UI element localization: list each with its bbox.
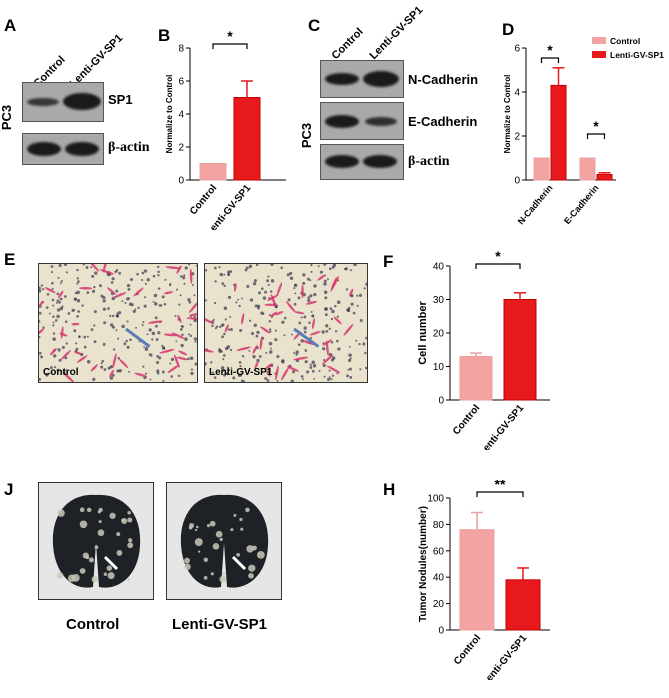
bar-control xyxy=(199,163,227,181)
significance-e-cadherin-label: * xyxy=(593,118,599,134)
y-tick-label: 20 xyxy=(433,329,445,340)
micrograph-label-lenti: Lenti-GV-SP1 xyxy=(209,367,273,378)
legend-label: Lenti-GV-SP1 xyxy=(610,50,664,60)
bar-e-cadherin-control xyxy=(579,157,596,181)
panel-label-h: H xyxy=(383,480,396,499)
panel-label-d: D xyxy=(502,20,515,39)
x-tick-label: N-Cadherin xyxy=(516,183,555,227)
bar-control xyxy=(459,529,495,631)
y-tick-label: 10 xyxy=(433,362,445,373)
y-axis-label: Normalize to Control xyxy=(503,75,512,154)
bar-lenti xyxy=(505,579,541,631)
chart-d: 0 2 4 6 Normalize to Control N-Cadherin * E-Cad… xyxy=(503,36,664,227)
y-tick-label: 2 xyxy=(514,132,520,143)
bar-n-cadherin-lenti xyxy=(550,84,567,181)
panel-label-c: C xyxy=(308,16,321,35)
bar-lenti xyxy=(233,97,261,181)
y-tick-label: 6 xyxy=(514,44,520,55)
lung-photo-lenti xyxy=(166,482,282,600)
arrow-icon xyxy=(103,555,119,571)
significance-bracket xyxy=(475,263,521,269)
y-tick-label: 2 xyxy=(178,143,184,154)
significance-bracket xyxy=(212,43,248,49)
blot-ecadherin xyxy=(320,102,404,140)
panel-label-a: A xyxy=(4,16,17,35)
micrograph-control: Control xyxy=(38,263,198,383)
y-tick-label: 0 xyxy=(514,176,520,187)
lung-photo-control xyxy=(38,482,154,600)
band-label-actin-a: β-actin xyxy=(108,140,150,155)
bar-lenti xyxy=(503,299,537,401)
y-tick-label: 40 xyxy=(433,573,445,584)
panel-label-b: B xyxy=(158,26,171,45)
y-tick-label: 100 xyxy=(427,494,444,505)
blot-sp1 xyxy=(22,82,104,122)
bar-control xyxy=(459,355,493,401)
y-tick-label: 30 xyxy=(433,295,445,306)
lung-shape xyxy=(52,494,141,588)
significance-label: ** xyxy=(495,480,506,492)
y-tick-label: 0 xyxy=(438,626,444,637)
arrow-icon xyxy=(125,327,151,348)
y-tick-label: 40 xyxy=(433,262,445,273)
cell-line-label-c: PC3 xyxy=(299,122,315,149)
significance-e-cadherin-bracket xyxy=(586,133,606,139)
y-axis-label: Cell number xyxy=(417,301,429,365)
lane-label-control-c: Control xyxy=(329,25,366,62)
band-label-ecadherin: E-Cadherin xyxy=(408,114,478,129)
significance-n-cadherin-label: * xyxy=(547,42,553,58)
lung-shape xyxy=(180,494,269,588)
x-tick-label: Control xyxy=(188,183,219,217)
lane-label-lenti-c: Lenti-GV-SP1 xyxy=(367,4,426,62)
blot-actin-a xyxy=(22,133,104,165)
arrow-icon xyxy=(231,555,247,571)
y-tick-label: 4 xyxy=(178,110,184,121)
band-label-ncadherin: N-Cadherin xyxy=(408,72,479,87)
micrograph-lenti: Lenti-GV-SP1 xyxy=(204,263,368,383)
x-tick-label: Control xyxy=(451,403,482,437)
band-label-actin-c: β-actin xyxy=(408,154,450,169)
lung-label-control: Control xyxy=(66,616,120,633)
significance-label: * xyxy=(495,250,501,264)
significance-bracket xyxy=(476,491,524,497)
arrow-icon xyxy=(293,327,320,348)
cell-line-label-a: PC3 xyxy=(0,104,15,131)
panel-label-j: J xyxy=(4,480,14,499)
lung-label-lenti: Lenti-GV-SP1 xyxy=(172,616,268,633)
panel-label-e: E xyxy=(4,250,16,269)
legend-label: Control xyxy=(610,36,640,46)
y-tick-label: 60 xyxy=(433,546,445,557)
y-tick-label: 80 xyxy=(433,520,445,531)
y-axis-label: Tumor Nodules(number) xyxy=(418,506,429,622)
bar-n-cadherin-control xyxy=(533,157,550,181)
bar-e-cadherin-lenti xyxy=(596,174,613,181)
y-tick-label: 4 xyxy=(514,88,520,99)
x-tick-label: Control xyxy=(452,633,483,667)
x-tick-label: Lenti-GV-SP1 xyxy=(480,633,529,680)
y-axis-label: Normalize to Control xyxy=(165,75,174,154)
significance-label: * xyxy=(227,30,233,44)
x-tick-label: Lenti-GV-SP1 xyxy=(477,403,526,450)
x-tick-label: E-Cadherin xyxy=(562,183,601,226)
blot-ncadherin xyxy=(320,60,404,98)
y-tick-label: 6 xyxy=(178,77,184,88)
y-tick-label: 8 xyxy=(178,44,184,55)
legend-swatch xyxy=(592,37,606,44)
legend-swatch xyxy=(592,51,606,58)
micrograph-label-control: Control xyxy=(43,367,79,378)
band-label-sp1: SP1 xyxy=(108,92,133,107)
y-tick-label: 20 xyxy=(433,599,445,610)
panel-label-f: F xyxy=(383,252,394,271)
blot-actin-c xyxy=(320,144,404,180)
y-tick-label: 0 xyxy=(438,396,444,407)
significance-n-cadherin-bracket xyxy=(540,57,560,63)
y-tick-label: 0 xyxy=(178,176,184,187)
